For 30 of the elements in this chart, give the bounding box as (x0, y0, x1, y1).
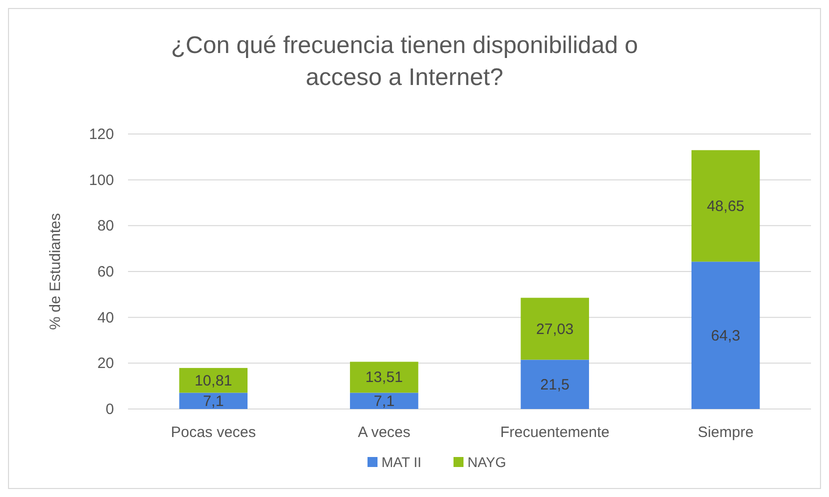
y-axis-title: % de Estudiantes (47, 213, 64, 330)
bar (179, 392, 248, 409)
x-tick-label: Frecuentemente (500, 424, 610, 441)
x-tick-label: Siempre (698, 424, 754, 441)
bar (691, 262, 760, 409)
bar (691, 150, 760, 262)
bar (520, 360, 590, 409)
y-tick-label: 20 (97, 355, 114, 372)
data-label: 64,3 (711, 327, 740, 344)
x-tick-label: Pocas veces (170, 424, 256, 441)
chart-title: ¿Con qué frecuencia tienen disponibilidad o acceso a Internet? (171, 32, 638, 91)
y-tick-label: 120 (88, 126, 114, 143)
data-label: 27,03 (536, 320, 574, 338)
x-tick-label: A veces (358, 424, 410, 441)
data-label: 21,5 (540, 376, 570, 394)
bar (350, 362, 418, 393)
data-label: 13,51 (365, 369, 403, 386)
y-tick-label: 0 (106, 401, 114, 418)
bar (350, 392, 418, 409)
y-tick-label: 40 (97, 309, 114, 326)
data-label: 10,81 (194, 372, 232, 390)
bar (520, 298, 590, 360)
y-tick-label: 60 (97, 264, 114, 280)
y-tick-label: 80 (97, 218, 114, 235)
legend-label: NAYG (468, 454, 506, 470)
data-label: 7,1 (374, 392, 395, 410)
legend-label: MAT II (382, 454, 422, 470)
data-label: 48,65 (706, 198, 744, 215)
data-label: 7,1 (202, 392, 224, 410)
y-tick-label: 100 (88, 172, 114, 189)
